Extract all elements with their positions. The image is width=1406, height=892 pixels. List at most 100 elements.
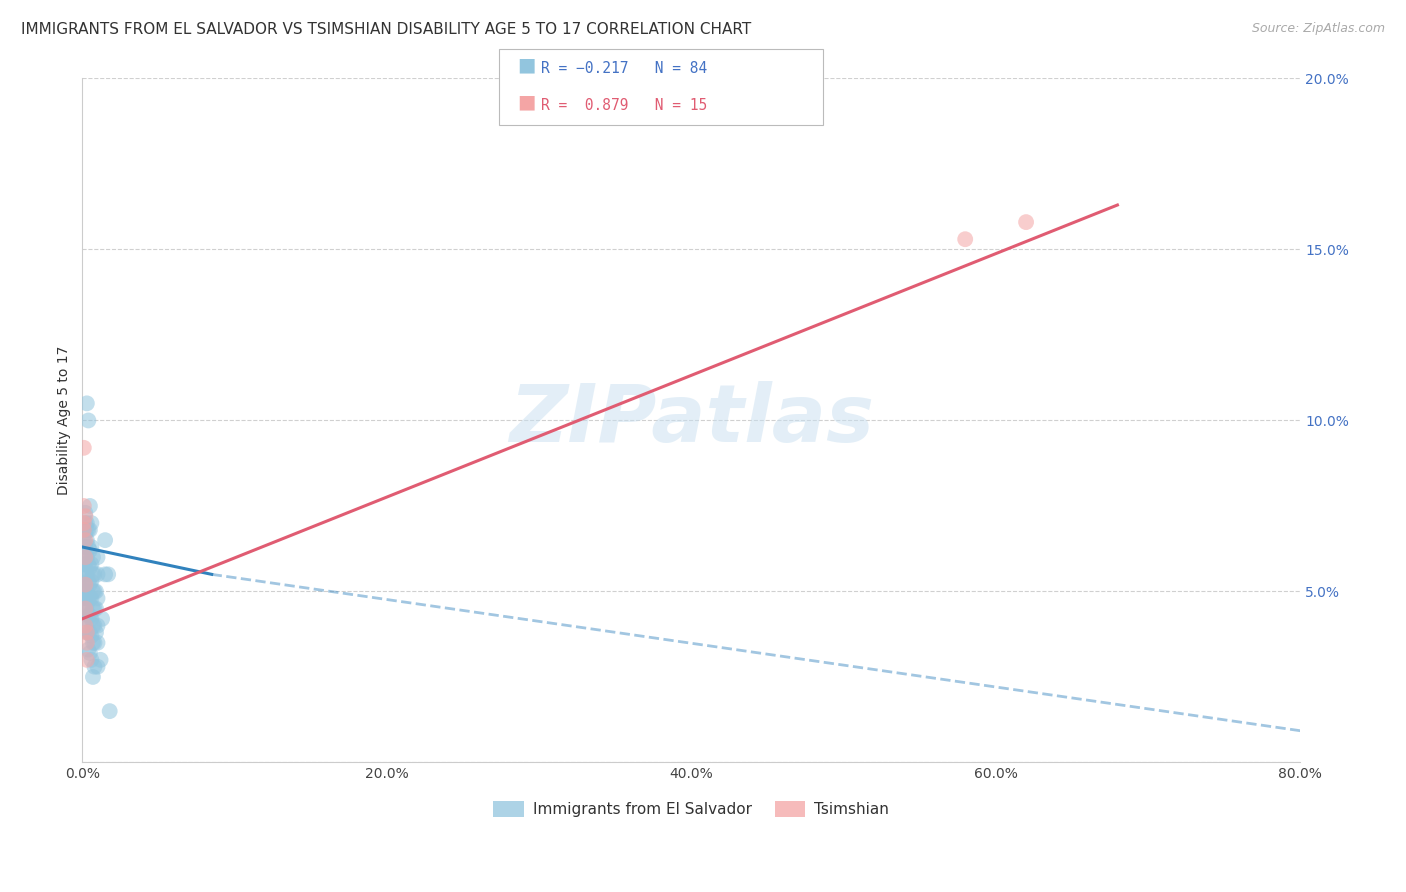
Point — [82, 636, 104, 650]
Point — [77, 557, 100, 571]
Point — [73, 557, 96, 571]
Legend: Immigrants from El Salvador, Tsimshian: Immigrants from El Salvador, Tsimshian — [486, 795, 896, 823]
Point — [83, 584, 105, 599]
Point — [90, 653, 112, 667]
Point — [77, 625, 100, 640]
Point — [75, 601, 97, 615]
Point — [73, 601, 96, 615]
Point — [86, 659, 108, 673]
Point — [75, 612, 97, 626]
Text: R =  0.879   N = 15: R = 0.879 N = 15 — [541, 98, 707, 113]
Point — [73, 550, 96, 565]
Point — [82, 618, 104, 632]
Point — [83, 567, 105, 582]
Point — [79, 523, 101, 537]
Text: IMMIGRANTS FROM EL SALVADOR VS TSIMSHIAN DISABILITY AGE 5 TO 17 CORRELATION CHAR: IMMIGRANTS FROM EL SALVADOR VS TSIMSHIAN… — [21, 22, 751, 37]
Point — [79, 646, 101, 660]
Point — [84, 584, 107, 599]
Point — [82, 567, 104, 582]
Point — [73, 543, 96, 558]
Point — [73, 584, 96, 599]
Point — [83, 659, 105, 673]
Point — [79, 499, 101, 513]
Point — [76, 516, 98, 530]
Point — [83, 636, 105, 650]
Point — [84, 625, 107, 640]
Point — [73, 567, 96, 582]
Text: Source: ZipAtlas.com: Source: ZipAtlas.com — [1251, 22, 1385, 36]
Point — [80, 574, 103, 589]
Point — [76, 598, 98, 612]
Point — [77, 642, 100, 657]
Point — [73, 516, 96, 530]
Point — [76, 533, 98, 548]
Point — [80, 612, 103, 626]
Point — [77, 540, 100, 554]
Point — [73, 533, 96, 548]
Point — [79, 577, 101, 591]
Point — [73, 499, 96, 513]
Point — [76, 396, 98, 410]
Point — [76, 625, 98, 640]
Point — [75, 577, 97, 591]
Text: ■: ■ — [517, 55, 536, 74]
Y-axis label: Disability Age 5 to 17: Disability Age 5 to 17 — [58, 346, 72, 495]
Point — [82, 601, 104, 615]
Point — [75, 618, 97, 632]
Point — [75, 577, 97, 591]
Point — [75, 509, 97, 524]
Point — [80, 653, 103, 667]
Point — [77, 608, 100, 623]
Point — [80, 540, 103, 554]
Point — [91, 612, 114, 626]
Point — [86, 591, 108, 606]
Point — [75, 557, 97, 571]
Point — [76, 625, 98, 640]
Point — [75, 516, 97, 530]
Point — [94, 533, 117, 548]
Point — [77, 523, 100, 537]
Point — [76, 550, 98, 565]
Point — [73, 591, 96, 606]
Point — [953, 232, 976, 246]
Point — [84, 601, 107, 615]
Point — [76, 584, 98, 599]
Point — [83, 618, 105, 632]
Point — [86, 567, 108, 582]
Point — [80, 557, 103, 571]
Point — [77, 413, 100, 427]
Point — [86, 636, 108, 650]
Point — [79, 560, 101, 574]
Point — [80, 629, 103, 643]
Point — [76, 653, 98, 667]
Point — [82, 670, 104, 684]
Point — [77, 574, 100, 589]
Point — [86, 618, 108, 632]
Point — [73, 577, 96, 591]
Point — [86, 550, 108, 565]
Point — [77, 591, 100, 606]
Point — [82, 550, 104, 565]
Point — [76, 612, 98, 626]
Point — [76, 567, 98, 582]
Point — [79, 543, 101, 558]
Point — [75, 540, 97, 554]
Point — [75, 591, 97, 606]
Point — [73, 441, 96, 455]
Point — [75, 526, 97, 541]
Point — [75, 506, 97, 520]
Point — [98, 704, 121, 718]
Point — [73, 523, 96, 537]
Point — [79, 608, 101, 623]
Text: ZIPatlas: ZIPatlas — [509, 382, 873, 459]
Point — [75, 533, 97, 548]
Point — [79, 625, 101, 640]
Text: R = −0.217   N = 84: R = −0.217 N = 84 — [541, 61, 707, 76]
Point — [80, 516, 103, 530]
Point — [83, 601, 105, 615]
Point — [1015, 215, 1038, 229]
Point — [94, 567, 117, 582]
Point — [73, 523, 96, 537]
Point — [76, 523, 98, 537]
Point — [75, 550, 97, 565]
